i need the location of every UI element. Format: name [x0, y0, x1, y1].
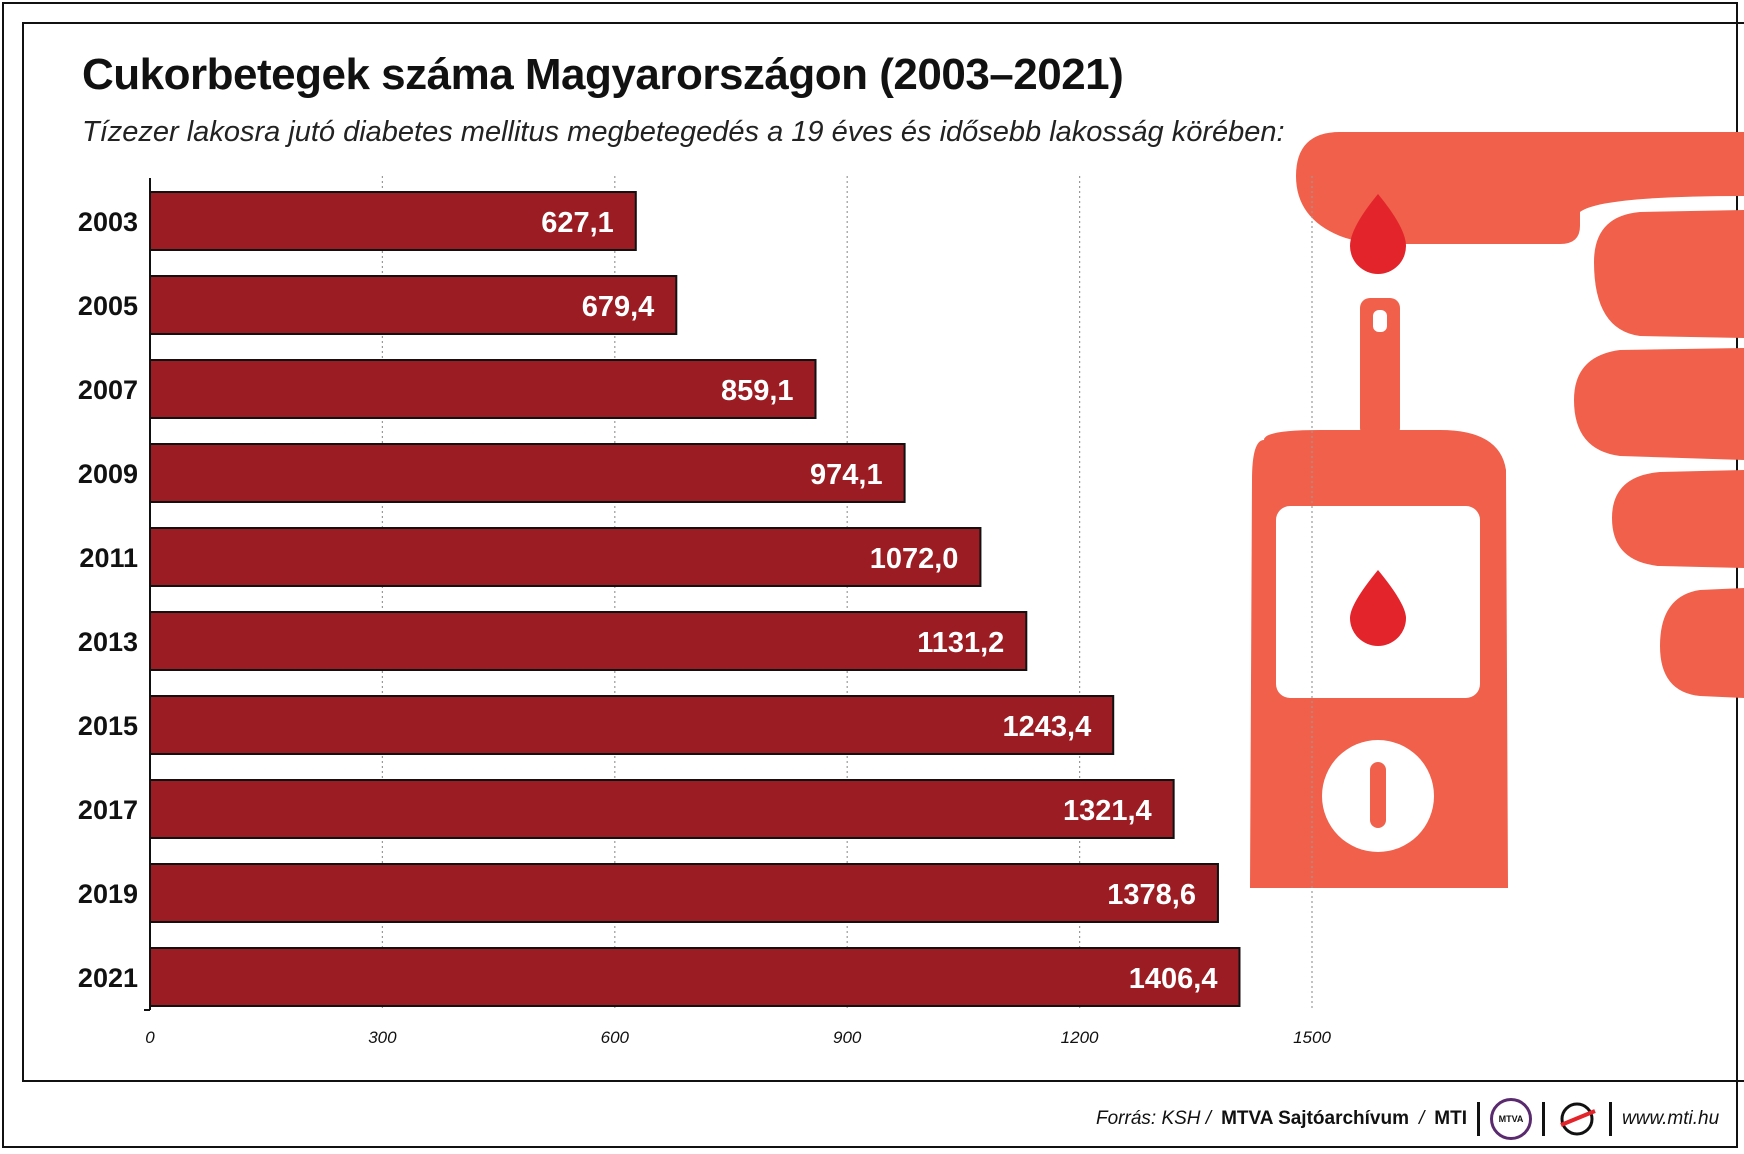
source-prefix: Forrás: KSH /: [1096, 1108, 1212, 1129]
inner-frame: [22, 22, 1744, 1082]
bar: [149, 611, 1028, 671]
bar: [149, 527, 982, 587]
footer-separator: [1477, 1102, 1480, 1136]
finger-shape: [1660, 588, 1744, 698]
y-category-label: 2005: [78, 291, 138, 321]
y-category-label: 2015: [78, 711, 138, 741]
source-mtva: MTVA Sajtóarchívum: [1221, 1108, 1409, 1129]
bar-value-label: 1406,4: [1129, 963, 1218, 995]
finger-shape: [1574, 348, 1744, 460]
bar: [149, 443, 906, 503]
chart-subtitle: Tízezer lakosra jutó diabetes mellitus m…: [82, 116, 1285, 148]
y-category-label: 2003: [78, 207, 138, 237]
y-category-label: 2009: [78, 459, 138, 489]
bar: [149, 947, 1241, 1007]
y-axis-labels: 2003 2005 2007 2009 2011 2013 2015 2017 2019 2021: [78, 207, 138, 993]
footer-separator: [1542, 1102, 1545, 1136]
y-category-label: 2017: [78, 795, 138, 825]
bar: [149, 863, 1219, 923]
source-separator: /: [1419, 1108, 1425, 1129]
x-tick-label: 1500: [1293, 1028, 1331, 1047]
mtva-logo-text: MTVA: [1498, 1114, 1524, 1124]
y-category-label: 2007: [78, 375, 138, 405]
bar-value-label: 679,4: [582, 291, 655, 323]
bars: 627,1 679,4 859,1 974,1 1072,0 1131,2 1243,4 13…: [149, 191, 1241, 1007]
x-tick-label: 300: [368, 1028, 397, 1047]
bar-value-label: 1072,0: [870, 543, 959, 575]
glucose-meter-hand-illustration: [1250, 132, 1744, 888]
mtva-logo-icon: MTVA: [1490, 1098, 1532, 1140]
blood-drop-icon: [1350, 570, 1406, 646]
bar-value-label: 1131,2: [917, 627, 1004, 659]
bar-value-label: 1243,4: [1003, 711, 1092, 743]
y-category-label: 2021: [78, 963, 138, 993]
finger-shape: [1296, 132, 1744, 244]
y-category-label: 2013: [78, 627, 138, 657]
bar-value-label: 627,1: [541, 207, 614, 239]
y-category-label: 2019: [78, 879, 138, 909]
bar: [149, 359, 817, 419]
finger-shape: [1612, 470, 1744, 568]
finger-shape: [1594, 210, 1744, 338]
footer: Forrás: KSH / MTVA Sajtóarchívum / MTI M…: [1096, 1094, 1736, 1144]
blood-drop-icon: [1350, 194, 1406, 274]
bar-value-label: 974,1: [810, 459, 883, 491]
footer-separator: [1609, 1102, 1612, 1136]
y-category-label: 2011: [79, 543, 138, 573]
test-strip: [1360, 298, 1400, 438]
bar-value-label: 1321,4: [1063, 795, 1152, 827]
bar: [149, 779, 1175, 839]
x-tick-label: 0: [145, 1028, 155, 1047]
x-tick-label: 900: [833, 1028, 862, 1047]
mti-logo-icon: [1560, 1102, 1596, 1136]
x-axis: 0 300 600 900 1200 1500: [144, 1009, 1331, 1047]
source-mti: MTI: [1434, 1108, 1467, 1129]
x-tick-label: 1200: [1061, 1028, 1099, 1047]
x-tick-label: 600: [601, 1028, 630, 1047]
bar-value-label: 1378,6: [1107, 879, 1196, 911]
chart-title: Cukorbetegek száma Magyarországon (2003–…: [82, 50, 1124, 99]
bar-value-label: 859,1: [721, 375, 794, 407]
website-link[interactable]: www.mti.hu: [1622, 1108, 1720, 1129]
bar: [149, 695, 1115, 755]
